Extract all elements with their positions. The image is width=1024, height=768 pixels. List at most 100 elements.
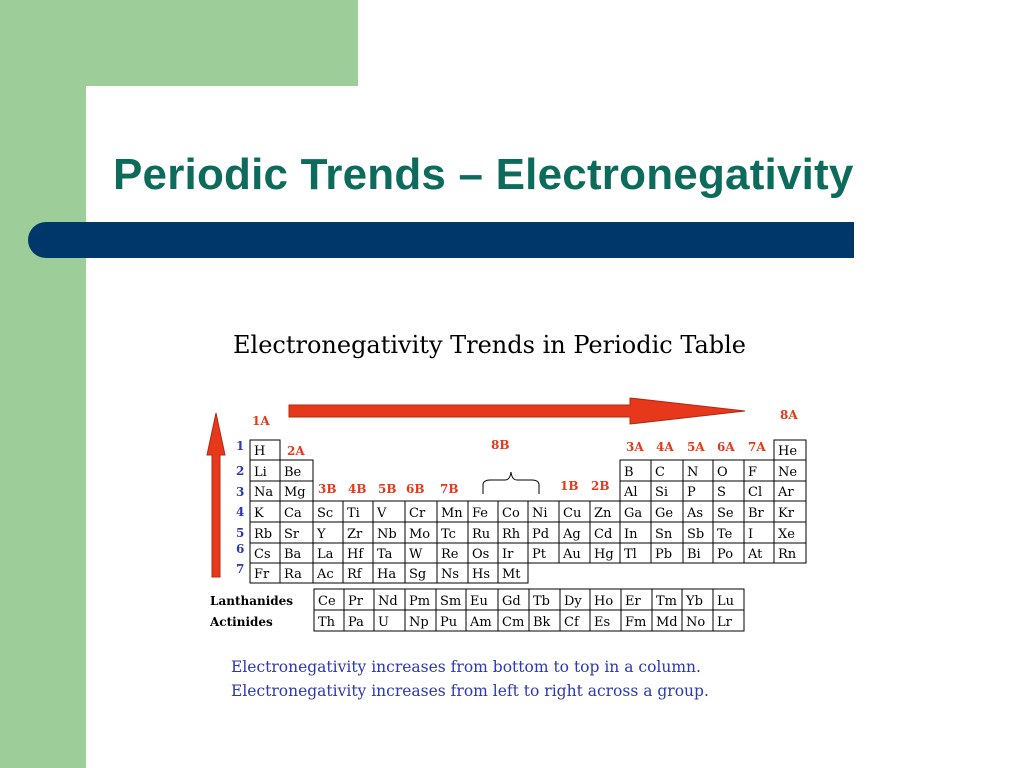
period-label-6: 6 <box>236 542 244 556</box>
element-symbol: Mo <box>409 527 430 542</box>
element-symbol: Re <box>441 547 459 562</box>
element-symbol: Li <box>254 465 267 480</box>
element-symbol: H <box>254 444 265 459</box>
element-symbol: Ge <box>655 506 673 521</box>
element-symbol: I <box>748 527 753 542</box>
element-symbol: Ir <box>502 547 514 562</box>
group-label-1a: 1A <box>252 414 270 428</box>
element-symbol: K <box>254 506 264 521</box>
group-8b-bracket <box>482 471 540 494</box>
element-symbol: Mg <box>284 485 306 500</box>
element-symbol: Al <box>623 485 638 500</box>
element-symbol: Cs <box>254 547 271 562</box>
period-label-7: 7 <box>236 562 244 576</box>
element-symbol: Ca <box>284 506 302 521</box>
element-symbol: Sn <box>655 527 673 542</box>
element-symbol: Pt <box>532 547 547 562</box>
element-symbol: Bk <box>533 615 551 630</box>
element-symbol: At <box>747 547 763 562</box>
element-symbol: Tm <box>656 594 677 609</box>
note-row-trend: Electronegativity increases from left to… <box>231 682 709 700</box>
f-block-table: Lanthanides Actinides Ce Pr Nd Pm Sm Eu Gd Tb Dy Ho… <box>209 588 745 632</box>
element-symbol: Zr <box>347 527 363 542</box>
group-label-7a: 7A <box>748 440 766 454</box>
element-cell <box>497 562 529 584</box>
element-symbol: Tc <box>441 527 456 542</box>
element-symbol: Ce <box>318 594 336 609</box>
element-symbol: Fm <box>625 615 646 630</box>
element-symbol: Sr <box>284 527 300 542</box>
element-symbol: Ta <box>377 547 393 562</box>
group-label-8a: 8A <box>780 408 798 422</box>
element-cell <box>712 609 745 632</box>
element-symbol: Ag <box>562 527 581 542</box>
element-symbol: Na <box>254 485 273 500</box>
element-symbol: Tl <box>624 547 637 562</box>
element-symbol: Tb <box>533 594 550 609</box>
group-label-6b: 6B <box>406 482 425 496</box>
group-label-2a: 2A <box>287 444 305 458</box>
element-symbol: Br <box>748 506 765 521</box>
element-symbol: O <box>717 465 728 480</box>
element-symbol: Ru <box>472 527 490 542</box>
element-symbol: Si <box>655 485 668 500</box>
element-symbol: Rn <box>778 547 797 562</box>
element-symbol: Rf <box>347 567 363 582</box>
element-symbol: Hs <box>472 567 490 582</box>
element-symbol: Ti <box>347 506 360 521</box>
element-symbol: Cf <box>564 615 580 630</box>
element-symbol: He <box>778 444 797 459</box>
element-symbol: Md <box>656 615 678 630</box>
group-label-6a: 6A <box>717 440 735 454</box>
element-symbol: Ha <box>377 567 396 582</box>
element-symbol: Lr <box>717 615 733 630</box>
element-symbol: Cm <box>502 615 524 630</box>
element-symbol: Po <box>717 547 733 562</box>
element-symbol: P <box>687 485 696 500</box>
slide-title: Periodic Trends – Electronegativity <box>113 150 854 199</box>
element-symbol: Ga <box>624 506 642 521</box>
table-labels: 1A 2A 3B 4B 5B 6B 7B 8B 1B 2B 3A 4A 5A 6A 7A 8A 1 2 3 4 5 6 7 <box>236 408 798 576</box>
element-symbol: Kr <box>778 506 795 521</box>
group-label-8b: 8B <box>491 438 510 452</box>
element-symbol: Te <box>717 527 733 542</box>
period-label-5: 5 <box>236 526 244 540</box>
element-symbol: Au <box>562 547 581 562</box>
element-symbol: Ni <box>532 506 548 521</box>
left-green-band <box>0 0 86 768</box>
period-label-3: 3 <box>236 485 244 499</box>
element-symbol: Hg <box>594 547 614 562</box>
element-symbol: Hf <box>347 547 364 562</box>
element-symbol: Pu <box>440 615 457 630</box>
title-underline-bar <box>28 222 854 258</box>
element-symbol: Sm <box>440 594 461 609</box>
group-label-3a: 3A <box>626 440 644 454</box>
element-symbol: Os <box>472 547 489 562</box>
element-symbol: Ac <box>316 567 334 582</box>
element-symbol: La <box>317 547 334 562</box>
element-symbol: Ne <box>778 465 797 480</box>
element-symbol: Zn <box>594 506 612 521</box>
actinides-label: Actinides <box>209 615 273 629</box>
element-symbol: Bi <box>687 547 701 562</box>
horizontal-trend-arrow <box>288 397 746 425</box>
trend-notes: Electronegativity increases from bottom … <box>231 655 709 703</box>
element-symbol: V <box>376 506 387 521</box>
element-symbol: C <box>655 465 665 480</box>
element-symbol: Cu <box>563 506 581 521</box>
element-symbol: Pb <box>655 547 672 562</box>
element-symbol: Fe <box>472 506 488 521</box>
element-symbol: Ns <box>441 567 459 582</box>
group-label-1b: 1B <box>560 479 579 493</box>
trend-arrows <box>206 397 746 578</box>
element-symbol: As <box>686 506 703 521</box>
element-symbol: Ra <box>284 567 302 582</box>
element-symbol: Am <box>469 615 492 630</box>
element-symbol: Rb <box>254 527 272 542</box>
element-symbol: Es <box>594 615 610 630</box>
group-label-3b: 3B <box>318 482 337 496</box>
element-symbol: Dy <box>564 594 582 609</box>
element-symbol: Pm <box>409 594 430 609</box>
element-symbol: W <box>409 547 423 562</box>
